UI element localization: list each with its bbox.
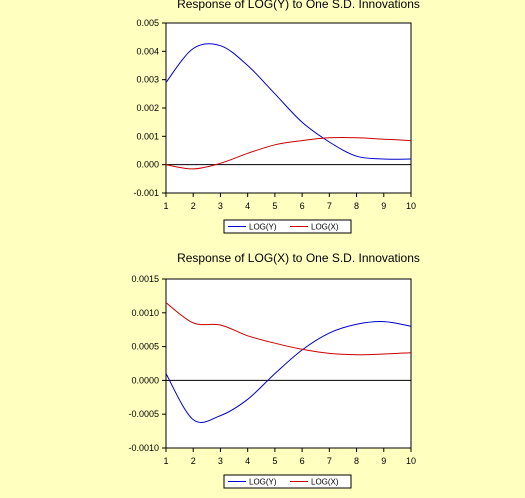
chart-title: Response of LOG(Y) to One S.D. Innovatio…	[177, 0, 420, 11]
x-tick-label: 1	[163, 201, 168, 211]
y-tick-label: 0.004	[136, 46, 159, 56]
x-tick-label: 9	[381, 201, 386, 211]
legend-box	[223, 219, 352, 234]
y-tick-label: 0.002	[136, 103, 159, 113]
x-tick-label: 6	[300, 201, 305, 211]
x-tick-label: 7	[327, 456, 332, 466]
legend-entry: LOG(X)	[311, 223, 339, 232]
legend-box	[223, 474, 352, 489]
x-tick-label: 4	[245, 456, 250, 466]
x-tick-label: 9	[381, 456, 386, 466]
y-tick-label: 0.0010	[131, 308, 159, 318]
y-tick-label: 0.0000	[131, 375, 159, 385]
y-tick-label: 0.001	[136, 131, 159, 141]
legend-entry: LOG(X)	[311, 478, 339, 487]
x-tick-label: 2	[191, 201, 196, 211]
x-tick-label: 5	[272, 201, 277, 211]
y-tick-label: 0.000	[136, 160, 159, 170]
x-tick-label: 1	[163, 456, 168, 466]
y-tick-label: 0.0015	[131, 274, 159, 284]
y-tick-label: 0.0005	[131, 342, 159, 352]
legend-entry: LOG(Y)	[249, 478, 277, 487]
x-tick-label: 10	[406, 201, 416, 211]
x-tick-label: 3	[218, 201, 223, 211]
y-tick-label: -0.0010	[128, 443, 159, 453]
x-tick-label: 10	[406, 456, 416, 466]
y-tick-label: -0.0005	[128, 409, 159, 419]
y-tick-label: 0.005	[136, 18, 159, 28]
series-line-log-x	[165, 302, 412, 356]
x-tick-label: 8	[354, 201, 359, 211]
plot-area	[165, 278, 412, 449]
legend-entry: LOG(Y)	[249, 223, 277, 232]
x-tick-label: 3	[218, 456, 223, 466]
x-tick-label: 2	[191, 456, 196, 466]
series-line-log-x	[165, 137, 412, 170]
x-tick-label: 7	[327, 201, 332, 211]
x-tick-label: 6	[300, 456, 305, 466]
x-tick-label: 4	[245, 201, 250, 211]
y-tick-label: 0.003	[136, 75, 159, 85]
y-tick-label: -0.001	[133, 188, 159, 198]
x-tick-label: 8	[354, 456, 359, 466]
series-line-log-y	[165, 43, 412, 160]
chart-title: Response of LOG(X) to One S.D. Innovatio…	[177, 251, 420, 265]
series-line-log-y	[165, 321, 412, 423]
x-tick-label: 5	[272, 456, 277, 466]
